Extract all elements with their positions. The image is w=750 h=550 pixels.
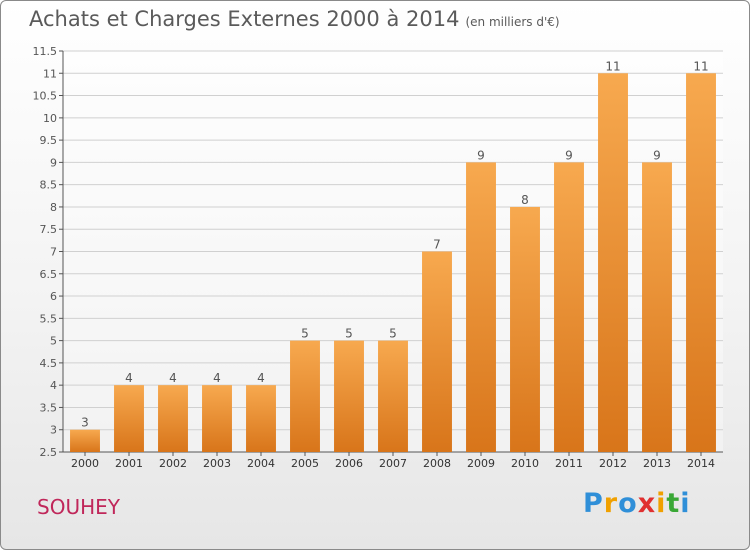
x-tick-label: 2005	[291, 457, 319, 470]
y-tick-label: 3	[50, 424, 57, 437]
bar	[114, 385, 144, 452]
bar-value-label: 11	[693, 59, 708, 73]
bar-value-label: 9	[565, 148, 573, 162]
y-tick-label: 5.5	[40, 312, 58, 325]
x-tick-label: 2008	[423, 457, 451, 470]
logo-letter: o	[618, 488, 638, 519]
bar	[202, 385, 232, 452]
x-tick-label: 2001	[115, 457, 143, 470]
y-tick-label: 6.5	[40, 268, 58, 281]
bar-value-label: 5	[345, 327, 353, 341]
x-tick-label: 2013	[643, 457, 671, 470]
logo-letter: x	[637, 488, 657, 519]
x-tick-label: 2004	[247, 457, 275, 470]
y-tick-label: 10.5	[33, 90, 58, 103]
x-tick-label: 2014	[687, 457, 715, 470]
x-tick-label: 2010	[511, 457, 539, 470]
y-tick-label: 7.5	[40, 223, 58, 236]
y-tick-label: 9	[50, 156, 57, 169]
x-tick-label: 2000	[71, 457, 99, 470]
y-tick-label: 11.5	[33, 45, 58, 58]
y-tick-label: 5	[50, 335, 57, 348]
bar	[246, 385, 276, 452]
bar	[466, 162, 496, 452]
bar-value-label: 9	[477, 148, 485, 162]
bar-value-label: 3	[81, 416, 89, 430]
bar	[510, 206, 540, 452]
y-tick-label: 8	[50, 201, 57, 214]
y-tick-label: 4	[50, 379, 57, 392]
logo-letter: P	[583, 488, 604, 519]
y-tick-label: 9.5	[40, 134, 58, 147]
y-tick-label: 3.5	[40, 401, 58, 414]
bar-value-label: 4	[169, 371, 177, 385]
bar-value-label: 7	[433, 238, 441, 252]
bar	[598, 73, 628, 453]
bar	[158, 385, 188, 452]
x-tick-label: 2003	[203, 457, 231, 470]
bar	[70, 429, 100, 452]
x-tick-label: 2002	[159, 457, 187, 470]
bar	[554, 162, 584, 452]
x-tick-label: 2011	[555, 457, 583, 470]
bar	[422, 251, 452, 452]
bar	[334, 340, 364, 452]
x-tick-label: 2012	[599, 457, 627, 470]
bar	[378, 340, 408, 452]
bar-value-label: 4	[257, 371, 265, 385]
bar	[642, 162, 672, 452]
bar-value-label: 9	[653, 148, 661, 162]
bar	[686, 73, 716, 453]
commune-name: SOUHEY	[37, 495, 120, 519]
bar-value-label: 5	[301, 327, 309, 341]
y-tick-label: 11	[43, 67, 57, 80]
bar-value-label: 4	[213, 371, 221, 385]
bar-value-label: 8	[521, 193, 529, 207]
y-tick-label: 2.5	[40, 446, 58, 459]
logo-letter: i	[680, 488, 691, 519]
y-tick-label: 4.5	[40, 357, 58, 370]
proxiti-logo: Proxiti	[583, 488, 691, 519]
y-tick-label: 7	[50, 246, 57, 259]
x-tick-label: 2007	[379, 457, 407, 470]
logo-letter: r	[603, 488, 619, 519]
x-tick-label: 2006	[335, 457, 363, 470]
logo-letter: t	[666, 488, 681, 519]
unit-label: (en milliers d'€)	[465, 15, 560, 29]
title-text: Achats et Charges Externes 2000 à 2014	[29, 7, 460, 31]
bar-value-label: 5	[389, 327, 397, 341]
logo-letter: i	[656, 488, 667, 519]
bar	[290, 340, 320, 452]
chart-title: Achats et Charges Externes 2000 à 2014 (e…	[29, 7, 560, 31]
bar-value-label: 11	[605, 59, 620, 73]
y-tick-label: 6	[50, 290, 57, 303]
y-tick-label: 10	[43, 112, 57, 125]
bar-value-label: 4	[125, 371, 133, 385]
x-tick-label: 2009	[467, 457, 495, 470]
y-tick-label: 8.5	[40, 179, 58, 192]
